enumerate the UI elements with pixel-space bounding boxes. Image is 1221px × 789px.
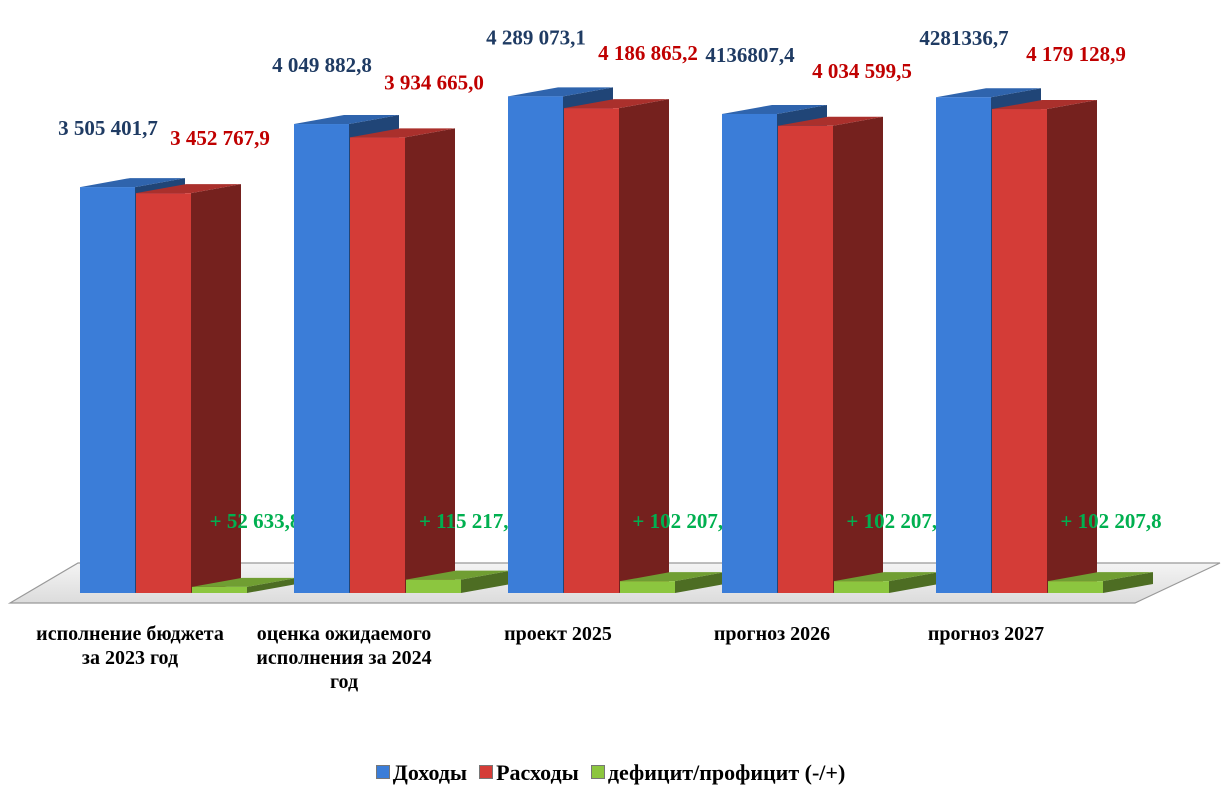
bar <box>192 577 297 593</box>
bar-top <box>992 100 1097 110</box>
category-label: прогноз 2027 <box>927 623 1045 645</box>
bar-front <box>1048 581 1103 593</box>
bar-side <box>405 128 455 594</box>
bar-front <box>936 97 991 594</box>
bar <box>564 99 669 593</box>
data-label: 4 186 865,2 <box>598 41 698 65</box>
bar <box>620 572 725 593</box>
bar-side <box>833 116 883 593</box>
bar-front <box>80 187 135 594</box>
bar-front <box>834 581 889 593</box>
bar-top <box>620 572 725 582</box>
bar <box>1048 572 1153 593</box>
data-label: 4 049 882,8 <box>272 53 372 77</box>
data-label: 4 034 599,5 <box>812 59 912 83</box>
legend-item: дефицит/профицит (-/+) <box>590 760 846 786</box>
legend-swatch <box>590 765 605 779</box>
bar-front <box>406 579 461 593</box>
bar-front <box>192 586 247 593</box>
legend-swatch <box>479 765 494 779</box>
data-label: 3 505 401,7 <box>58 116 158 140</box>
bar-top <box>508 87 613 97</box>
bar-side <box>619 99 669 593</box>
data-label: 4136807,4 <box>705 43 795 67</box>
bar <box>834 572 939 593</box>
bar-top <box>350 128 455 138</box>
data-label: + 102 207,8 <box>632 509 733 533</box>
plot: 3 505 401,7 3 452 767,9 + 52 633,8 4 049 88… <box>7 25 1221 604</box>
bar-top <box>564 99 669 109</box>
legend-item: Расходы <box>479 760 579 786</box>
data-label: 4 289 073,1 <box>486 25 586 49</box>
legend: Доходы Расходы дефицит/профицит (-/+) <box>0 760 1221 786</box>
legend-label: дефицит/профицит (-/+) <box>607 760 846 785</box>
category-label: исполнение бюджета за 2023 год <box>36 623 224 669</box>
bar-top <box>778 116 883 126</box>
data-label: + 52 633,8 <box>210 509 301 533</box>
data-label: 3 934 665,0 <box>384 70 484 94</box>
bar <box>136 184 241 593</box>
bar <box>778 116 883 593</box>
bar <box>350 128 455 594</box>
data-label: + 102 207,8 <box>1060 509 1161 533</box>
data-label: 4281336,7 <box>919 26 1008 50</box>
bar-front <box>350 137 405 594</box>
bar-side <box>247 577 297 593</box>
bar-front <box>620 581 675 593</box>
legend-swatch <box>375 765 390 779</box>
bar <box>406 570 511 593</box>
bar-side <box>191 184 241 593</box>
category-label: проект 2025 <box>504 623 612 645</box>
bar-top <box>192 577 297 587</box>
bar-side <box>1103 572 1153 593</box>
bar-top <box>406 570 511 580</box>
bar-top <box>936 88 1041 98</box>
bar-top <box>834 572 939 582</box>
legend-item: Доходы <box>375 760 468 786</box>
bar-front <box>722 113 777 593</box>
bar <box>992 100 1097 593</box>
bar-side <box>461 570 511 593</box>
data-label: + 102 207,8 <box>846 509 947 533</box>
bar-top <box>294 115 399 125</box>
bar-top <box>722 104 827 114</box>
bar-top <box>136 184 241 194</box>
bar-top <box>1048 572 1153 582</box>
bar-front <box>992 109 1047 593</box>
data-label: 4 179 128,9 <box>1026 42 1126 66</box>
legend-label: Расходы <box>496 760 579 785</box>
bar-front <box>508 96 563 594</box>
bar-front <box>136 193 191 593</box>
data-label: 3 452 767,9 <box>170 126 270 150</box>
bar-side <box>1047 100 1097 593</box>
category-label: оценка ожидаемого исполнения за 2024 год <box>256 623 432 693</box>
category-label: прогноз 2026 <box>713 623 831 645</box>
data-label: + 115 217,8 <box>419 509 519 533</box>
bar-side <box>889 572 939 593</box>
bar-front <box>294 124 349 594</box>
legend-label: Доходы <box>392 760 468 785</box>
bar-front <box>564 108 619 593</box>
bar-side <box>675 572 725 593</box>
bar-top <box>80 178 185 188</box>
bar-front <box>778 125 833 593</box>
